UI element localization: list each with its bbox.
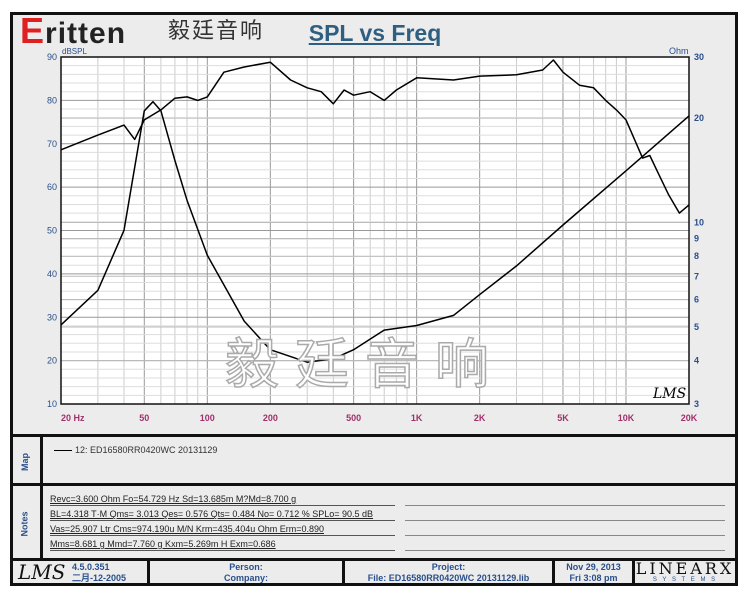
y-tick-right: 3 (694, 399, 699, 409)
x-tick: 100 (200, 413, 215, 423)
x-tick: 500 (346, 413, 361, 423)
x-tick: 50 (139, 413, 149, 423)
brand: LINEARX (635, 559, 735, 578)
y-tick-right: 4 (694, 356, 699, 366)
logo-letter: E (20, 10, 46, 51)
y-tick-left: 20 (47, 356, 57, 366)
spl-curve (60, 59, 690, 214)
brand-logo: Eritten (20, 10, 127, 51)
y-tick-left: 50 (47, 226, 57, 236)
person: Person: (229, 562, 263, 572)
y-tick-left: 40 (47, 269, 57, 279)
map-label-box: Map (10, 437, 43, 486)
lms-logo: LMS (18, 560, 66, 584)
y-tick-right: 8 (694, 251, 699, 261)
x-tick: 10K (618, 413, 635, 423)
y-tick-left: 70 (47, 139, 57, 149)
y-tick-right: 6 (694, 295, 699, 305)
lms-annotation: LMS (652, 386, 686, 402)
x-tick: 200 (263, 413, 278, 423)
note-blank (405, 508, 725, 521)
chart-title: SPL vs Freq (308, 20, 442, 46)
y-tick-left: 60 (47, 182, 57, 192)
watermark: 毅廷音响 (224, 333, 505, 396)
file: File: ED16580RR0420WC 20131129.lib (367, 573, 530, 583)
company: Company: (223, 573, 268, 583)
brand-sub: S Y S T E M S (652, 577, 718, 583)
build-date: 二月-12-2005 (72, 573, 127, 583)
linearx-logo: LINEARX S Y S T E M S (635, 559, 735, 584)
x-tick: 5K (557, 413, 569, 423)
note-blank (405, 538, 725, 551)
note-line: Revc=3.600 Ohm Fo=54.729 Hz Sd=13.685m M… (50, 493, 395, 506)
y-tick-right: 20 (694, 113, 704, 123)
notes-label-box: Notes (10, 486, 43, 561)
y-tick-right: 9 (694, 233, 699, 243)
time: Fri 3:08 pm (569, 573, 618, 583)
project: Project: (431, 562, 466, 572)
logo-chinese: 毅廷音响 (168, 19, 265, 44)
y-axis-label-right: Ohm (669, 46, 689, 56)
x-tick: 20 Hz (61, 413, 85, 423)
note-blank (405, 493, 725, 506)
y-tick-left: 80 (47, 95, 57, 105)
map-label: Map (20, 452, 30, 471)
y-tick-right: 30 (694, 52, 704, 62)
y-tick-left: 30 (47, 312, 57, 322)
impedance-curve (60, 100, 690, 363)
y-tick-right: 5 (694, 322, 699, 332)
notes-section: Notes Revc=3.600 Ohm Fo=54.729 Hz Sd=13.… (10, 483, 738, 561)
plot-border (60, 56, 690, 405)
map-section: Map 12: ED16580RR0420WC 20131129 (10, 434, 738, 486)
logo-text: ritten (45, 17, 127, 50)
x-tick: 1K (411, 413, 423, 423)
footer: LMS 4.5.0.351 二月-12-2005 Person: Company:… (10, 558, 738, 586)
legend-text: 12: ED16580RR0420WC 20131129 (75, 445, 218, 455)
footer-date: Nov 29, 2013 Fri 3:08 pm (555, 561, 635, 583)
note-line: Mms=8.681 g Mmd=7.760 g Kxm=5.269m H Exm… (50, 538, 395, 551)
x-tick: 2K (474, 413, 486, 423)
note-line: BL=4.318 T·M Qms= 3.013 Qes= 0.576 Qts= … (50, 508, 395, 521)
y-tick-right: 7 (694, 271, 699, 281)
y-tick-left: 90 (47, 52, 57, 62)
date: Nov 29, 2013 (566, 562, 621, 572)
footer-project: Project: File: ED16580RR0420WC 20131129.l… (345, 561, 555, 583)
y-tick-left: 10 (47, 399, 57, 409)
notes-label: Notes (19, 510, 30, 537)
note-line: Vas=25.907 Ltr Cms=974.190u M/N Krm=435.… (50, 523, 395, 536)
legend-entry: 12: ED16580RR0420WC 20131129 (54, 445, 217, 455)
note-blank (405, 523, 725, 536)
x-tick: 20K (681, 413, 698, 423)
legend-line (54, 450, 72, 452)
y-axis-label-left: dBSPL (62, 47, 87, 56)
y-tick-right: 10 (694, 218, 704, 228)
version: 4.5.0.351 (72, 562, 110, 572)
footer-version: LMS 4.5.0.351 二月-12-2005 (10, 561, 150, 583)
footer-person: Person: Company: (150, 561, 345, 583)
